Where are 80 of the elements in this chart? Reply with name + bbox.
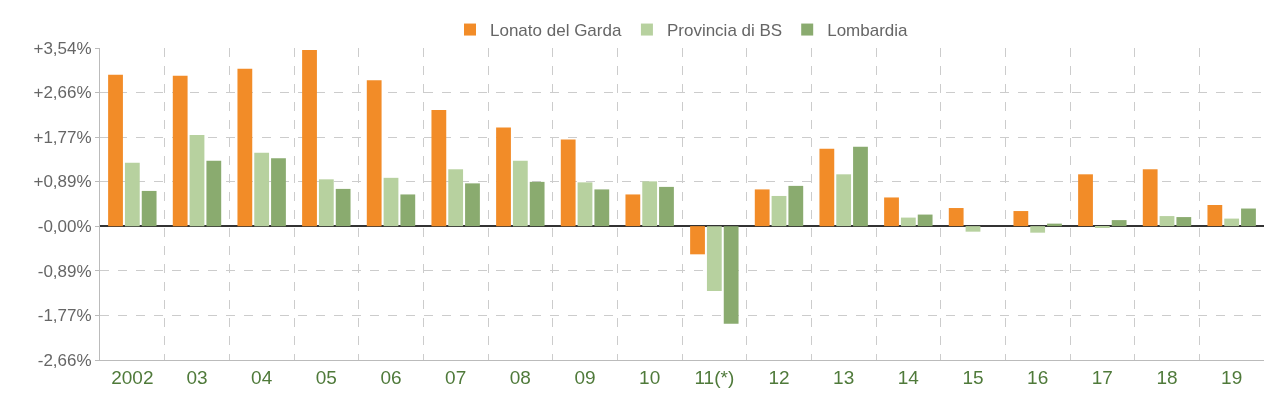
x-tick-label: 18 [1156,366,1178,388]
y-tick-label: -0,00% [37,217,92,237]
x-tick-label: 2002 [111,366,154,388]
bar [124,162,140,227]
bar [108,74,123,227]
y-tick-label: +1,77% [33,128,92,148]
bar [254,152,270,227]
bar [172,75,188,227]
x-tick-label: 11(*) [694,366,735,388]
bar [335,188,351,227]
bar [302,50,317,227]
bar [1224,218,1240,227]
bar [577,182,593,227]
bar [723,226,739,324]
x-tick-label: 10 [639,366,661,388]
bar [965,226,981,232]
bar [496,127,511,227]
bar [642,181,658,227]
bar [788,185,804,227]
bar [625,194,641,227]
legend-label: Provincia di BS [666,21,783,41]
x-tick-label: 19 [1221,366,1243,388]
legend-label: Lonato del Garda [490,21,622,41]
y-tick-label: +0,89% [33,172,92,192]
bar [1207,205,1223,227]
x-tick-label: 15 [962,366,984,388]
x-tick-label: 08 [509,366,531,388]
bar [690,226,705,255]
bar [512,160,528,227]
bar [271,158,286,227]
bar [560,139,576,227]
x-tick-label: 03 [186,366,208,388]
x-tick-label: 04 [251,366,273,388]
x-tick-label: 07 [445,366,467,388]
bar [206,160,222,227]
x-tick-label: 06 [380,366,402,388]
bar [836,174,852,227]
x-tick-label: 09 [574,366,596,388]
bar [431,109,447,227]
bar [1176,217,1192,227]
bar [529,181,545,227]
bar [1159,216,1175,227]
y-tick-label: +2,66% [33,83,92,103]
bar [853,146,868,227]
bar [141,190,157,227]
bar [318,179,334,227]
bar [1142,169,1158,227]
bar [659,186,674,227]
bar [754,189,770,227]
bar [1111,220,1127,227]
bar [819,148,835,227]
x-tick-label: 05 [315,366,337,388]
y-tick-label: +3,54% [33,38,92,58]
bar [189,135,205,227]
bar [1078,174,1093,227]
x-tick-label: 17 [1091,366,1113,388]
y-tick-label: -2,66% [37,350,92,370]
bar [948,208,964,227]
bar [917,214,933,227]
bar [884,197,899,227]
bar [400,194,416,227]
bar [448,169,464,227]
bar [706,226,722,292]
bar [1013,211,1029,227]
bar [1030,226,1046,233]
bar [465,183,480,227]
y-tick-label: -0,89% [37,261,92,281]
x-tick-label: 13 [833,366,855,388]
y-tick-label: -1,77% [37,306,92,326]
bar [771,195,787,227]
x-tick-label: 14 [897,366,920,388]
bar [237,68,253,227]
bar [366,80,382,227]
bar [594,189,610,227]
bar [1241,208,1256,227]
bar [900,217,916,227]
x-tick-label: 16 [1027,366,1049,388]
x-tick-label: 12 [768,366,790,388]
bar [383,177,399,227]
legend-label: Lombardia [827,21,909,41]
